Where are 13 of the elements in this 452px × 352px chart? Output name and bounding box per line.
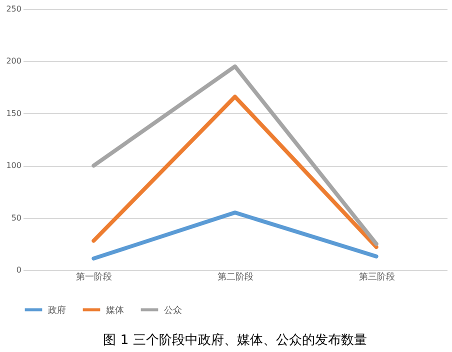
y-tick-label: 150 — [6, 108, 22, 118]
x-tick-label: 第三阶段 — [358, 272, 395, 282]
y-tick-label: 200 — [6, 56, 22, 66]
text: 图 1 三个阶段中政府、媒体、公众的发布数量 — [103, 332, 367, 348]
y-tick-label: 250 — [6, 4, 22, 14]
y-tick-label: 50 — [11, 213, 22, 222]
y-tick-label: 100 — [6, 161, 22, 170]
x-tick-label: 第一阶段 — [76, 272, 112, 282]
y-tick-label: 0 — [16, 266, 22, 274]
legend-label: 媒体 — [106, 304, 124, 316]
x-tick-label: 第二阶段 — [218, 272, 254, 282]
legend-label: 政府 — [48, 304, 66, 316]
legend-label: 公众 — [164, 304, 182, 316]
